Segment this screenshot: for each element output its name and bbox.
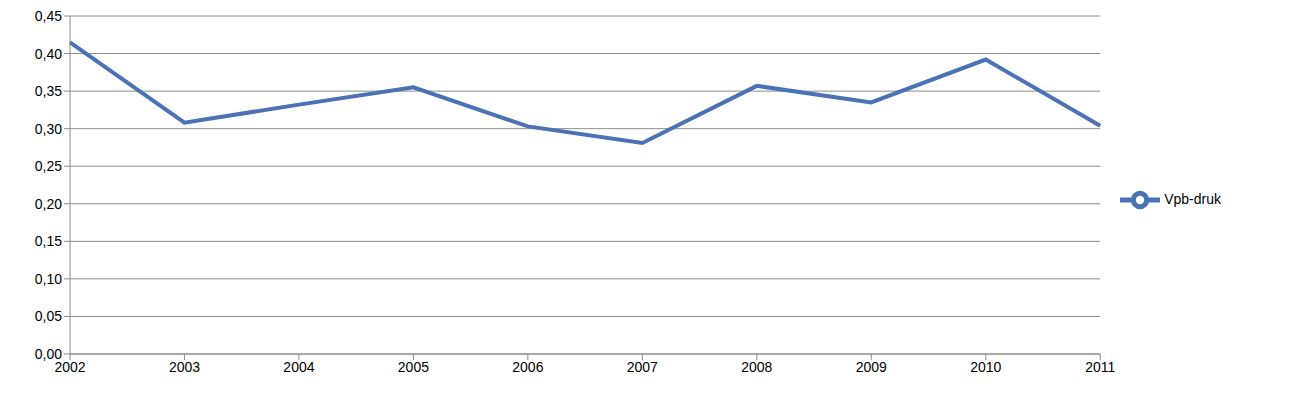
svg-text:0,40: 0,40 bbox=[35, 46, 62, 62]
svg-text:0,25: 0,25 bbox=[35, 158, 62, 174]
svg-text:2007: 2007 bbox=[627, 359, 658, 375]
svg-text:2009: 2009 bbox=[856, 359, 887, 375]
svg-text:0,45: 0,45 bbox=[35, 8, 62, 24]
svg-text:0,15: 0,15 bbox=[35, 233, 62, 249]
svg-text:2006: 2006 bbox=[512, 359, 543, 375]
svg-text:0,10: 0,10 bbox=[35, 271, 62, 287]
svg-text:0,05: 0,05 bbox=[35, 308, 62, 324]
svg-text:2003: 2003 bbox=[169, 359, 200, 375]
svg-text:2002: 2002 bbox=[54, 358, 86, 375]
svg-text:2008: 2008 bbox=[741, 359, 772, 375]
svg-text:2005: 2005 bbox=[398, 359, 429, 375]
svg-text:0,30: 0,30 bbox=[35, 121, 62, 137]
html-text:Vpb-druk: Vpb-druk bbox=[1164, 190, 1221, 207]
svg-text:0,35: 0,35 bbox=[35, 83, 62, 99]
svg-text:0,00: 0,00 bbox=[35, 346, 62, 362]
svg-text:2011: 2011 bbox=[1085, 359, 1115, 375]
svg-text:2010: 2010 bbox=[970, 359, 1001, 375]
svg-text:2004: 2004 bbox=[283, 359, 314, 375]
svg-text:0,20: 0,20 bbox=[35, 196, 62, 212]
